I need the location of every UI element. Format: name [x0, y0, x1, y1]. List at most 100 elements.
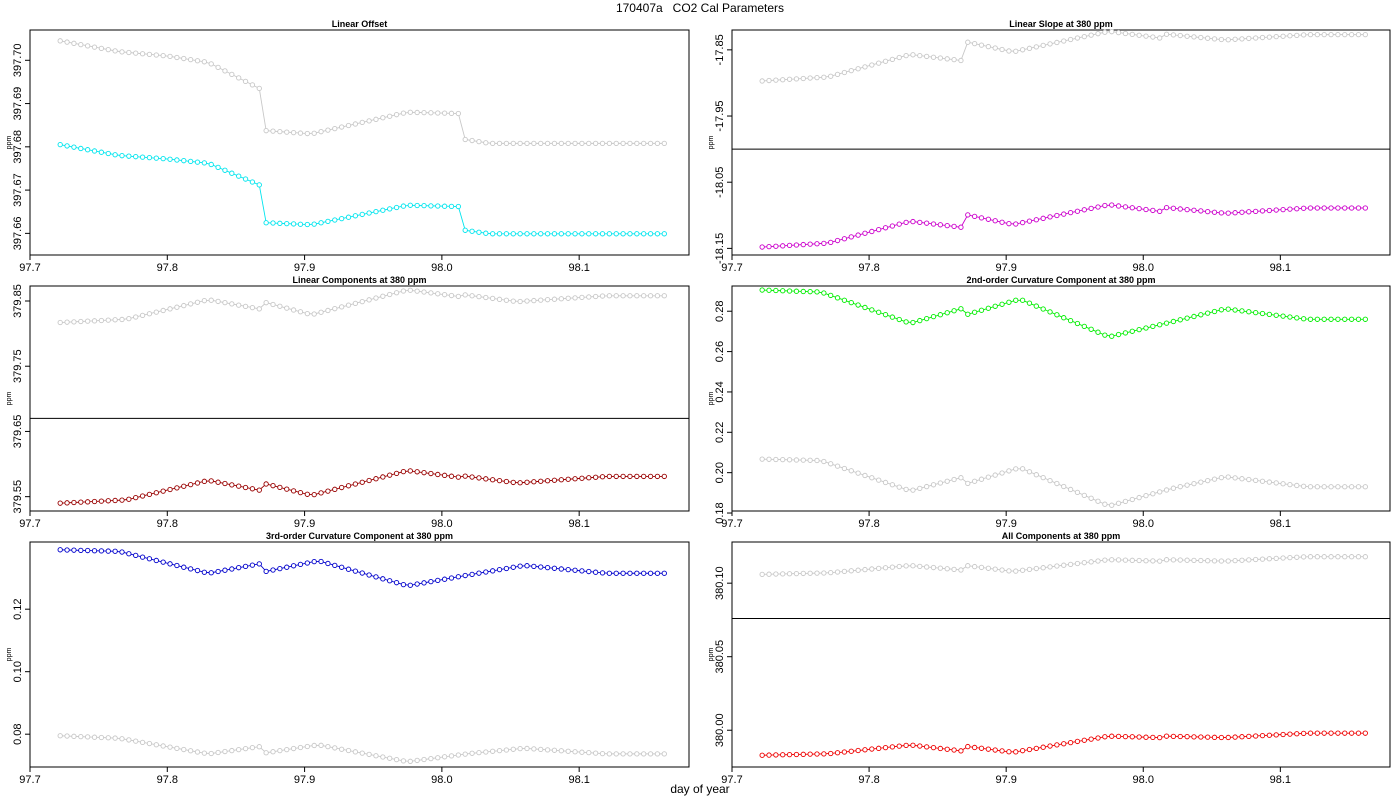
- data-point: [92, 499, 96, 503]
- data-point: [415, 203, 419, 207]
- data-point: [504, 748, 508, 752]
- data-point: [1075, 739, 1079, 743]
- data-point: [883, 226, 887, 230]
- data-point: [552, 297, 556, 301]
- data-point: [367, 478, 371, 482]
- data-point: [127, 738, 131, 742]
- data-point: [849, 300, 853, 304]
- data-point: [1219, 735, 1223, 739]
- data-point: [1171, 558, 1175, 562]
- data-point: [1185, 734, 1189, 738]
- data-point: [662, 571, 666, 575]
- data-point: [1336, 206, 1340, 210]
- x-tick-label: 97.8: [157, 262, 178, 274]
- data-point: [85, 500, 89, 504]
- data-point: [1000, 749, 1004, 753]
- data-point: [195, 481, 199, 485]
- data-point: [628, 474, 632, 478]
- y-tick-label: 380.00: [714, 713, 726, 747]
- data-point: [312, 131, 316, 135]
- data-point: [897, 55, 901, 59]
- data-point: [952, 309, 956, 313]
- series-line: [60, 550, 664, 585]
- data-point: [381, 475, 385, 479]
- data-point: [1336, 317, 1340, 321]
- data-point: [1288, 207, 1292, 211]
- data-point: [1356, 731, 1360, 735]
- data-point: [436, 472, 440, 476]
- data-point: [648, 294, 652, 298]
- data-point: [1158, 490, 1162, 494]
- data-point: [236, 76, 240, 80]
- data-point: [429, 579, 433, 583]
- data-point: [621, 571, 625, 575]
- data-point: [250, 83, 254, 87]
- data-point: [333, 306, 337, 310]
- data-point: [1027, 747, 1031, 751]
- data-point: [264, 128, 268, 132]
- data-point: [552, 566, 556, 570]
- data-point: [490, 569, 494, 573]
- data-point: [849, 469, 853, 473]
- data-point: [140, 555, 144, 559]
- data-point: [1315, 731, 1319, 735]
- data-point: [202, 161, 206, 165]
- data-point: [504, 298, 508, 302]
- data-point: [842, 569, 846, 573]
- data-point: [1219, 308, 1223, 312]
- data-point: [1267, 733, 1271, 737]
- data-point: [952, 748, 956, 752]
- y-tick-label: 0.28: [714, 301, 726, 322]
- data-point: [429, 471, 433, 475]
- data-point: [931, 565, 935, 569]
- data-point: [79, 548, 83, 552]
- data-point: [490, 749, 494, 753]
- data-point: [360, 571, 364, 575]
- data-point: [918, 744, 922, 748]
- data-point: [113, 498, 117, 502]
- data-point: [278, 304, 282, 308]
- data-point: [648, 474, 652, 478]
- data-point: [1308, 485, 1312, 489]
- data-point: [794, 243, 798, 247]
- data-point: [1233, 308, 1237, 312]
- data-point: [1212, 309, 1216, 313]
- data-point: [539, 747, 543, 751]
- data-point: [1315, 206, 1319, 210]
- data-point: [856, 748, 860, 752]
- data-point: [161, 489, 165, 493]
- data-point: [99, 735, 103, 739]
- data-point: [593, 141, 597, 145]
- data-point: [1096, 330, 1100, 334]
- data-point: [986, 747, 990, 751]
- data-point: [1301, 484, 1305, 488]
- data-point: [236, 747, 240, 751]
- data-point: [815, 75, 819, 79]
- data-point: [600, 475, 604, 479]
- data-point: [781, 457, 785, 461]
- data-point: [1000, 568, 1004, 572]
- x-tick-label: 97.9: [294, 518, 315, 530]
- data-point: [532, 747, 536, 751]
- data-point: [876, 566, 880, 570]
- data-point: [662, 474, 666, 478]
- data-point: [1288, 482, 1292, 486]
- data-point: [1082, 493, 1086, 497]
- data-point: [216, 750, 220, 754]
- data-point: [931, 483, 935, 487]
- data-point: [559, 297, 563, 301]
- data-point: [305, 311, 309, 315]
- y-tick-label: 379.65: [12, 415, 24, 449]
- data-point: [1219, 475, 1223, 479]
- data-point: [842, 750, 846, 754]
- data-point: [456, 204, 460, 208]
- data-point: [408, 110, 412, 114]
- data-point: [621, 294, 625, 298]
- data-point: [346, 567, 350, 571]
- data-point: [79, 319, 83, 323]
- data-point: [787, 572, 791, 576]
- data-point: [147, 741, 151, 745]
- y-tick-label: -17.95: [714, 100, 726, 131]
- data-point: [353, 214, 357, 218]
- data-point: [1247, 310, 1251, 314]
